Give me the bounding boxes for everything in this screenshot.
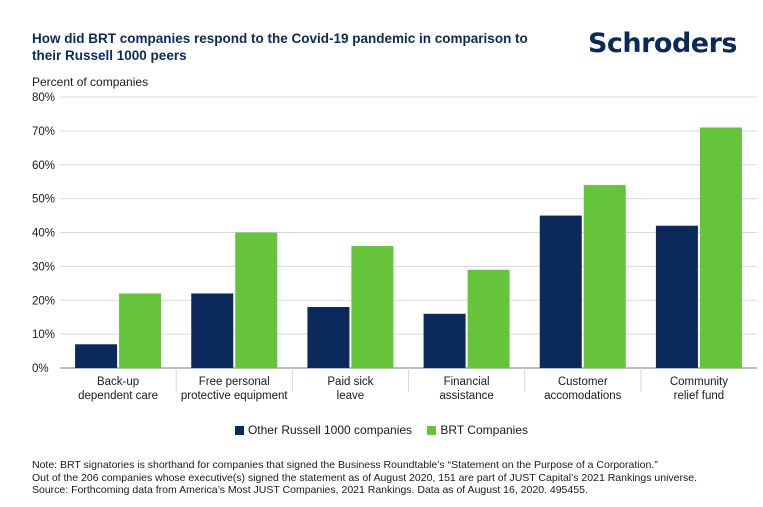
- bar-brt: [467, 269, 510, 368]
- legend-item-other: Other Russell 1000 companies: [234, 423, 413, 437]
- legend-swatch-other: [234, 425, 244, 435]
- y-tick-label: 40%: [32, 228, 55, 240]
- legend-item-brt: BRT Companies: [427, 423, 528, 437]
- bar-chart: 0% 10% 20% 30% 40% 50% 60% 70% 80% Back-up depende…: [32, 92, 757, 402]
- y-tick-label: 30%: [32, 261, 55, 273]
- bar-other-russell: [539, 215, 582, 368]
- x-tick-label: Free personal: [199, 376, 270, 388]
- bar-brt: [699, 127, 742, 368]
- y-tick-label: 70%: [32, 126, 55, 138]
- y-tick-label: 20%: [32, 295, 55, 307]
- x-tick-label: leave: [337, 390, 365, 402]
- x-tick-label: assistance: [439, 390, 493, 402]
- x-tick-label: Back-up: [97, 376, 139, 388]
- legend-label-brt: BRT Companies: [440, 423, 529, 437]
- bar-brt: [351, 246, 394, 368]
- y-tick-label: 80%: [32, 92, 55, 104]
- x-tick-label: Customer: [558, 376, 608, 388]
- x-tick-label: accomodations: [544, 390, 622, 402]
- legend: Other Russell 1000 companies BRT Compani…: [0, 423, 763, 438]
- footnote-line: Source: Forthcoming data from America’s …: [32, 484, 588, 496]
- y-tick-label: 0%: [32, 363, 49, 375]
- bar-brt: [235, 232, 278, 368]
- y-tick-label: 60%: [32, 160, 55, 172]
- bar-brt: [583, 185, 626, 368]
- chart-title: How did BRT companies respond to the Cov…: [32, 31, 528, 63]
- bar-other-russell: [423, 313, 466, 368]
- bar-other-russell: [191, 293, 234, 368]
- legend-swatch-brt: [427, 425, 437, 435]
- x-tick-label: dependent care: [78, 390, 158, 402]
- bar-other-russell: [655, 225, 698, 368]
- footnotes: Note: BRT signatories is shorthand for c…: [32, 459, 752, 497]
- y-tick-label: 50%: [32, 194, 55, 206]
- x-tick-label: protective equipment: [181, 390, 289, 402]
- footnote-line: Note: BRT signatories is shorthand for c…: [32, 459, 658, 471]
- x-tick-label: Paid sick: [327, 376, 373, 388]
- y-tick-label: 10%: [32, 329, 55, 341]
- x-tick-label: Financial: [444, 376, 490, 388]
- y-axis-label: Percent of companies: [32, 75, 149, 89]
- bar-brt: [119, 293, 162, 368]
- x-tick-label: Community: [670, 376, 728, 388]
- legend-label-other: Other Russell 1000 companies: [247, 423, 413, 437]
- schroders-logo: Schroders: [587, 28, 738, 59]
- x-tick-label: relief fund: [674, 390, 725, 402]
- bar-other-russell: [75, 344, 118, 368]
- footnote-line: Out of the 206 companies whose executive…: [32, 471, 698, 484]
- bar-other-russell: [307, 307, 350, 368]
